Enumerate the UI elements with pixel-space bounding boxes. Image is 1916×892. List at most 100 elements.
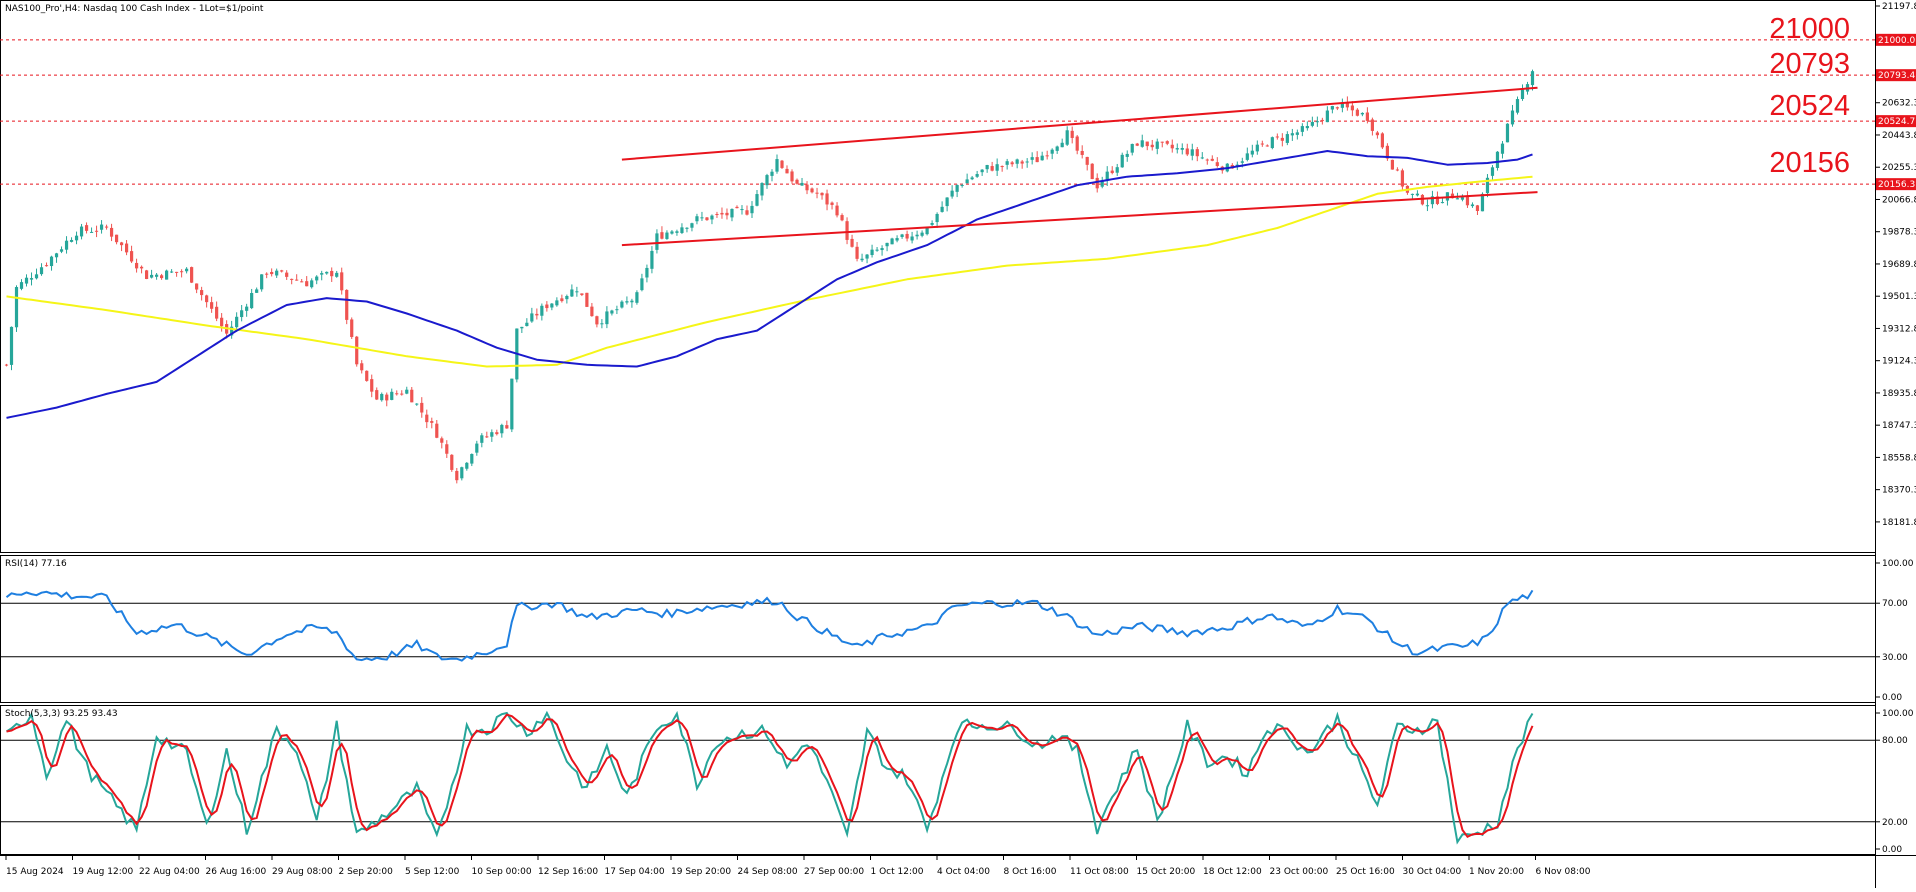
candle-body[interactable]	[1355, 109, 1359, 116]
candle-body[interactable]	[590, 306, 594, 317]
candle-body[interactable]	[435, 423, 439, 438]
candle-body[interactable]	[1155, 141, 1159, 149]
candle-body[interactable]	[960, 184, 964, 186]
candle-body[interactable]	[1505, 123, 1510, 143]
candle-body[interactable]	[24, 277, 29, 284]
candle-body[interactable]	[1250, 150, 1254, 155]
candle-body[interactable]	[790, 171, 794, 182]
candle-body[interactable]	[19, 282, 24, 289]
candle-body[interactable]	[940, 206, 944, 212]
candle-body[interactable]	[915, 234, 919, 237]
candle-body[interactable]	[525, 322, 529, 327]
candle-body[interactable]	[240, 310, 244, 318]
candle-body[interactable]	[1455, 198, 1460, 200]
candle-body[interactable]	[1010, 162, 1014, 165]
candle-body[interactable]	[270, 271, 274, 275]
candle-body[interactable]	[355, 336, 359, 365]
candle-body[interactable]	[180, 271, 184, 273]
candle-body[interactable]	[1005, 161, 1009, 165]
candle-body[interactable]	[925, 226, 929, 235]
candle-body[interactable]	[1395, 169, 1400, 171]
candle-body[interactable]	[1280, 137, 1284, 141]
candle-body[interactable]	[360, 363, 364, 371]
candle-body[interactable]	[1130, 143, 1134, 153]
candle-body[interactable]	[1510, 110, 1515, 125]
candle-body[interactable]	[930, 223, 934, 225]
candle-body[interactable]	[760, 183, 764, 196]
candle-body[interactable]	[460, 467, 464, 479]
candle-body[interactable]	[495, 432, 499, 435]
candle-body[interactable]	[415, 403, 419, 405]
candle-body[interactable]	[1315, 121, 1319, 123]
candle-body[interactable]	[420, 402, 424, 413]
candle-body[interactable]	[745, 210, 749, 215]
candle-body[interactable]	[89, 231, 94, 233]
candle-body[interactable]	[575, 291, 579, 293]
candle-body[interactable]	[545, 304, 549, 309]
candle-body[interactable]	[235, 316, 239, 328]
candle-body[interactable]	[149, 274, 154, 278]
candle-body[interactable]	[770, 171, 774, 176]
candle-body[interactable]	[965, 179, 969, 184]
candle-body[interactable]	[830, 202, 834, 205]
candle-body[interactable]	[850, 238, 854, 247]
candle-body[interactable]	[165, 270, 169, 280]
candle-body[interactable]	[485, 436, 489, 438]
candle-body[interactable]	[215, 306, 219, 319]
candle-body[interactable]	[49, 256, 54, 267]
candle-body[interactable]	[320, 273, 324, 275]
candle-body[interactable]	[1015, 159, 1019, 164]
candle-body[interactable]	[1520, 89, 1525, 100]
candle-body[interactable]	[530, 313, 534, 322]
candle-body[interactable]	[635, 292, 639, 303]
candle-body[interactable]	[370, 379, 374, 392]
candle-body[interactable]	[1020, 161, 1024, 164]
candle-body[interactable]	[1435, 196, 1440, 204]
candle-body[interactable]	[1160, 141, 1164, 143]
candle-body[interactable]	[410, 389, 414, 403]
candle-body[interactable]	[475, 443, 479, 453]
candle-body[interactable]	[735, 206, 739, 209]
candle-body[interactable]	[540, 305, 544, 316]
candle-body[interactable]	[555, 300, 559, 306]
candle-body[interactable]	[265, 273, 269, 275]
candle-body[interactable]	[1515, 99, 1520, 113]
candle-body[interactable]	[1060, 142, 1064, 148]
candle-body[interactable]	[1080, 150, 1084, 155]
candle-body[interactable]	[1360, 112, 1364, 115]
candle-body[interactable]	[730, 208, 734, 218]
candle-body[interactable]	[280, 270, 284, 272]
candle-body[interactable]	[805, 184, 809, 191]
candle-body[interactable]	[129, 251, 134, 262]
candle-body[interactable]	[1265, 145, 1269, 147]
candle-body[interactable]	[1480, 193, 1485, 212]
candle-body[interactable]	[1085, 156, 1089, 165]
candle-body[interactable]	[74, 235, 79, 241]
candle-body[interactable]	[630, 300, 634, 303]
candle-body[interactable]	[94, 230, 99, 232]
candle-body[interactable]	[890, 238, 894, 245]
candle-body[interactable]	[1320, 119, 1324, 121]
candle-body[interactable]	[1415, 193, 1420, 196]
candle-body[interactable]	[880, 248, 884, 251]
candle-body[interactable]	[795, 179, 799, 184]
candle-body[interactable]	[230, 326, 234, 336]
candle-body[interactable]	[1475, 205, 1480, 211]
candle-body[interactable]	[935, 213, 939, 223]
candle-body[interactable]	[595, 316, 599, 325]
candle-body[interactable]	[1350, 105, 1354, 111]
candle-body[interactable]	[350, 319, 354, 337]
candle-body[interactable]	[1170, 144, 1174, 149]
candle-body[interactable]	[1495, 151, 1500, 168]
candle-body[interactable]	[785, 168, 789, 174]
candle-body[interactable]	[920, 232, 924, 236]
channel-lower-line[interactable]	[621, 191, 1538, 247]
candle-body[interactable]	[490, 432, 494, 437]
candle-body[interactable]	[445, 444, 449, 454]
candle-body[interactable]	[1380, 133, 1385, 148]
candle-body[interactable]	[1070, 130, 1074, 138]
candle-body[interactable]	[845, 221, 849, 240]
candle-body[interactable]	[1125, 153, 1129, 157]
candle-body[interactable]	[345, 289, 349, 320]
candle-body[interactable]	[625, 301, 629, 303]
